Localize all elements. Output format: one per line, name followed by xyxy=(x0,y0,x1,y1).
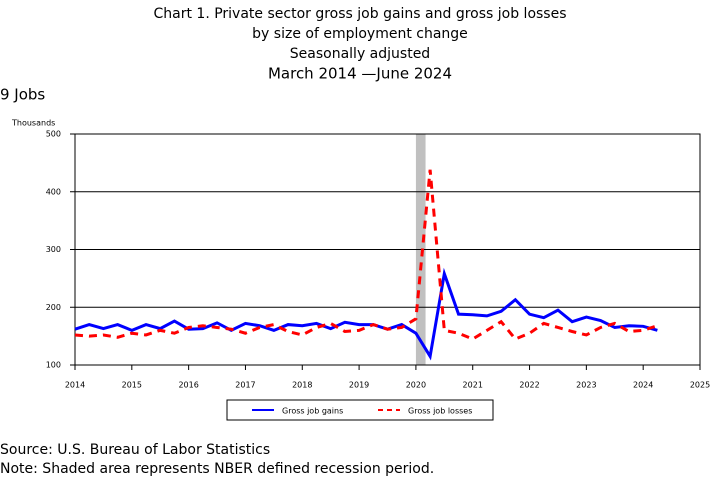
y-tick-label: 500 xyxy=(46,130,61,139)
chart-title: Seasonally adjusted xyxy=(290,46,430,62)
x-tick-label: 2020 xyxy=(406,381,426,390)
legend-label: Gross job losses xyxy=(408,407,472,416)
subtitle: 9 Jobs xyxy=(0,86,45,104)
x-tick-label: 2014 xyxy=(65,381,85,390)
chart-title: by size of employment change xyxy=(252,26,468,42)
x-tick-label: 2023 xyxy=(576,381,596,390)
x-tick-label: 2024 xyxy=(633,381,653,390)
chart-title: Chart 1. Private sector gross job gains … xyxy=(153,6,566,22)
y-axis-label: Thousands xyxy=(11,119,55,128)
footnote: Note: Shaded area represents NBER define… xyxy=(0,461,434,477)
x-tick-label: 2022 xyxy=(519,381,539,390)
x-tick-label: 2015 xyxy=(122,381,142,390)
y-tick-label: 400 xyxy=(46,187,61,196)
x-tick-label: 2017 xyxy=(235,381,255,390)
legend-box xyxy=(226,399,494,421)
y-tick-label: 300 xyxy=(46,245,61,254)
x-tick-label: 2018 xyxy=(292,381,312,390)
chart-title: March 2014 —June 2024 xyxy=(268,65,452,83)
data-line xyxy=(74,267,658,361)
x-tick-label: 2016 xyxy=(178,381,198,390)
x-tick-label: 2025 xyxy=(690,381,710,390)
x-tick-label: 2021 xyxy=(463,381,483,390)
x-tick-label: 2019 xyxy=(349,381,369,390)
data-line xyxy=(74,169,658,341)
y-tick-label: 200 xyxy=(46,303,61,312)
y-tick-label: 100 xyxy=(46,361,61,370)
source-note: Source: U.S. Bureau of Labor Statistics xyxy=(0,442,270,458)
legend-label: Gross job gains xyxy=(282,407,343,416)
